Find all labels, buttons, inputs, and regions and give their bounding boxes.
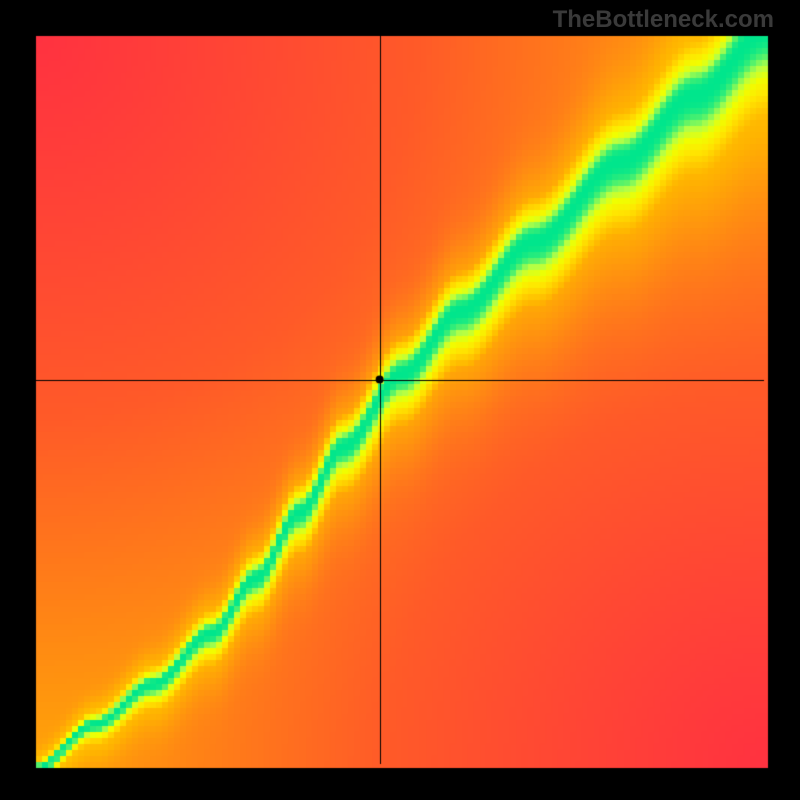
watermark-text: TheBottleneck.com xyxy=(553,6,774,34)
chart-container: TheBottleneck.com xyxy=(0,0,800,800)
bottleneck-heatmap xyxy=(0,0,800,800)
